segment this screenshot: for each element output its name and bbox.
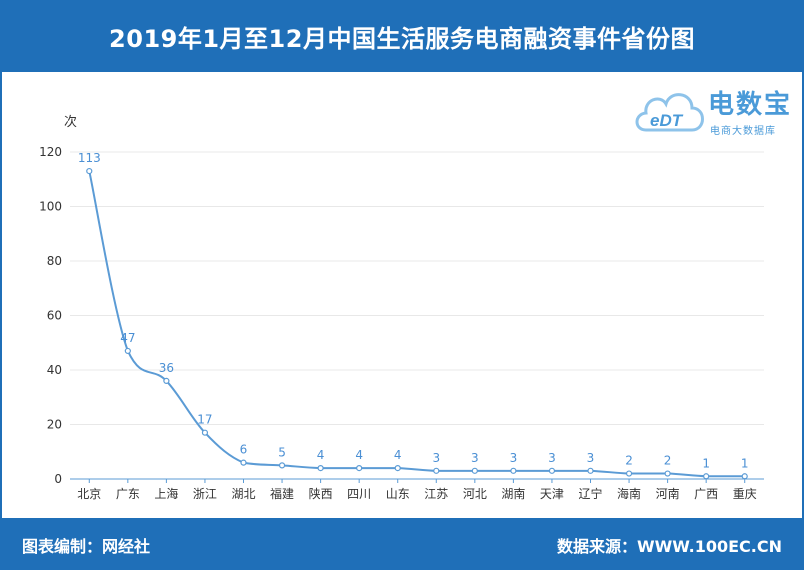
data-label: 3 — [587, 451, 595, 465]
chart-footer: 图表编制：网经社 数据来源：WWW.100EC.CN — [0, 518, 804, 570]
x-tick-label: 广东 — [116, 487, 140, 501]
x-tick-label: 浙江 — [193, 487, 217, 501]
y-tick-label: 0 — [54, 472, 62, 486]
y-axis: 0 20 40 60 80 100 120 — [39, 145, 62, 486]
data-point — [278, 462, 286, 469]
logo-subtitle: 电商大数据库 — [710, 126, 776, 137]
x-tick-label: 重庆 — [733, 487, 757, 501]
data-label: 3 — [471, 451, 479, 465]
data-label: 36 — [159, 361, 174, 375]
x-tick-label: 四川 — [347, 487, 371, 501]
series-group: 113 47 36 17 6 5 4 4 4 3 3 3 3 3 2 2 1 1 — [78, 151, 749, 480]
x-tick-label: 江苏 — [424, 487, 448, 501]
data-label: 3 — [432, 451, 440, 465]
data-point — [317, 465, 324, 472]
x-tick-label: 天津 — [540, 487, 564, 501]
data-label: 17 — [197, 413, 212, 427]
data-label: 3 — [548, 451, 556, 465]
x-tick-label: 福建 — [270, 486, 294, 501]
x-tick-label: 北京 — [77, 487, 101, 501]
logo-text: 电数宝 — [708, 90, 793, 120]
data-point — [741, 473, 748, 480]
data-label: 1 — [741, 456, 749, 470]
data-label: 113 — [78, 151, 101, 165]
data-point — [240, 459, 247, 466]
y-tick-label: 60 — [47, 309, 62, 323]
data-point — [471, 467, 478, 474]
logo-mark: eDT — [650, 111, 684, 130]
y-tick-label: 120 — [39, 145, 62, 159]
footer-source: 数据来源：WWW.100EC.CN — [556, 537, 782, 556]
chart-header: 2019年1月至12月中国生活服务电商融资事件省份图 — [0, 0, 804, 72]
x-tick-label: 河南 — [656, 486, 680, 501]
y-axis-unit-label: 次 — [64, 114, 77, 130]
x-tick-label: 海南 — [617, 486, 641, 501]
x-tick-label: 上海 — [154, 486, 178, 501]
cloud-logo-icon: eDT — [635, 93, 704, 132]
data-point — [163, 377, 170, 384]
data-label: 47 — [120, 331, 135, 345]
data-label: 1 — [702, 456, 710, 470]
x-tick-label: 陕西 — [309, 486, 333, 501]
data-point — [548, 467, 556, 474]
data-point — [664, 470, 671, 477]
data-label: 4 — [394, 448, 402, 462]
data-point — [703, 473, 710, 480]
grid-lines — [70, 151, 764, 425]
data-point — [201, 429, 209, 436]
data-label: 2 — [625, 454, 633, 468]
y-tick-label: 80 — [47, 254, 62, 268]
data-label: 6 — [240, 443, 248, 457]
x-tick-label: 山东 — [386, 487, 410, 501]
x-tick-label: 湖北 — [231, 486, 255, 501]
data-point — [510, 467, 517, 474]
data-point — [86, 167, 93, 175]
series-line — [88, 170, 745, 478]
data-label: 3 — [510, 451, 518, 465]
chart-title: 2019年1月至12月中国生活服务电商融资事件省份图 — [109, 24, 695, 53]
data-point — [625, 470, 633, 477]
data-point — [356, 465, 363, 472]
footer-credit: 图表编制：网经社 — [22, 537, 151, 556]
data-point — [433, 467, 440, 474]
data-point — [587, 467, 594, 474]
y-tick-label: 40 — [47, 363, 62, 377]
data-point — [394, 465, 401, 472]
x-axis: 北京 广东 上海 浙江 湖北 福建 陕西 四川 山东 江苏 河北 湖南 天津 辽宁 海南 河南 广西 重庆 — [70, 478, 764, 501]
data-point — [124, 347, 131, 355]
y-tick-label: 100 — [39, 200, 62, 214]
y-tick-label: 20 — [47, 418, 62, 432]
x-tick-label: 辽宁 — [578, 486, 602, 501]
data-label: 5 — [278, 445, 286, 459]
x-tick-label: 广西 — [694, 487, 718, 501]
x-tick-label: 河北 — [463, 487, 487, 501]
data-label: 4 — [317, 448, 325, 462]
brand-logo: eDT — [632, 80, 792, 140]
data-label: 2 — [664, 454, 672, 468]
data-label: 4 — [355, 448, 363, 462]
x-tick-label: 湖南 — [501, 486, 525, 501]
